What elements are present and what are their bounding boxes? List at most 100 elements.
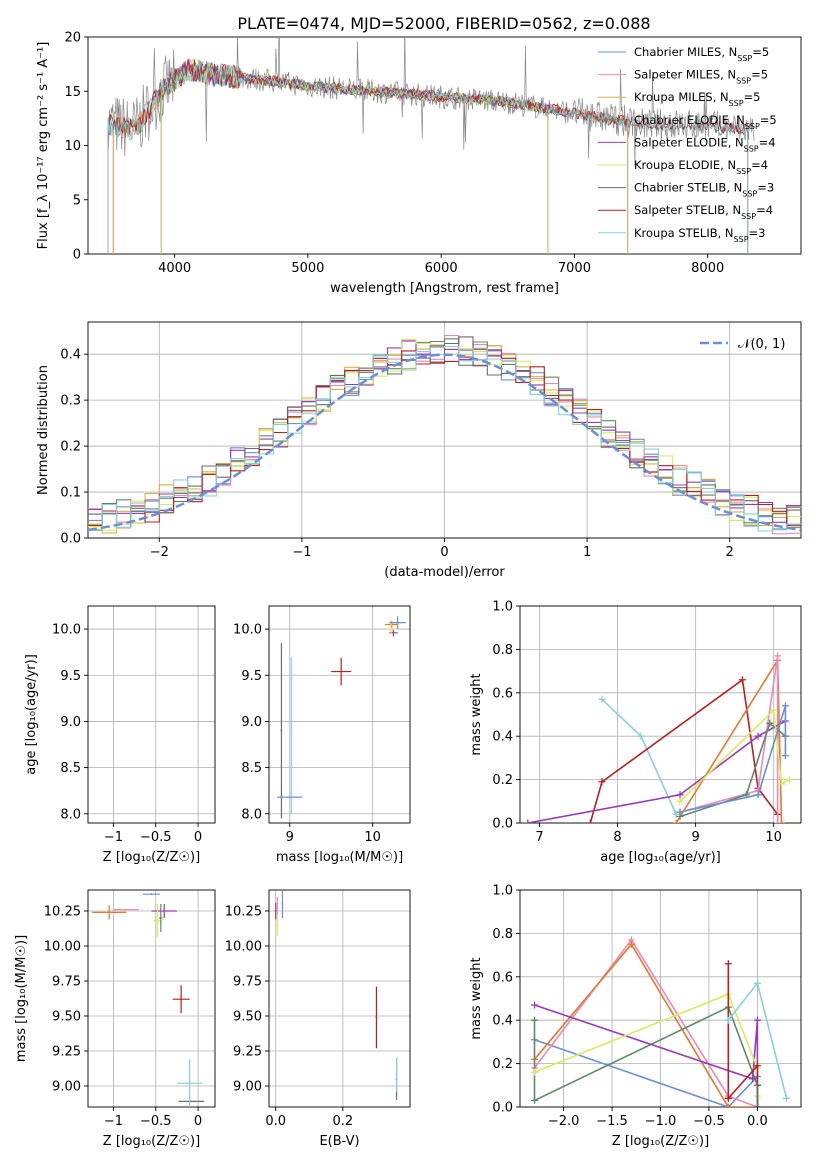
y-tick-label: 10.0 <box>233 623 262 638</box>
weight-line-kroupa-elodie <box>679 708 790 802</box>
y-tick-label: 1.0 <box>492 884 513 899</box>
x-tick-label: 9 <box>286 830 294 845</box>
x-tick-label: 0 <box>194 830 202 845</box>
weight-marker <box>753 1081 761 1089</box>
y-tick-label: 9.0 <box>241 715 262 730</box>
weight-marker <box>676 808 684 816</box>
weight-marker <box>672 810 680 818</box>
x-axis-label: Z [log₁₀(Z/Z☉)] <box>103 850 200 865</box>
y-tick-label: 0.4 <box>492 730 513 745</box>
weight-marker <box>785 776 793 784</box>
data-point <box>396 621 399 624</box>
data-point <box>375 1016 378 1019</box>
data-point <box>180 998 183 1001</box>
weight-marker <box>598 778 606 786</box>
y-tick-label: 10.0 <box>52 623 81 638</box>
data-point <box>395 1073 398 1076</box>
weight-vs-age-series <box>524 652 793 823</box>
weight-line-chabrier-elodie <box>533 1006 759 1102</box>
weight-marker <box>777 780 785 788</box>
weight-marker <box>781 702 789 710</box>
axes-frame <box>87 36 802 255</box>
y-tick-label: 0.3 <box>60 394 81 409</box>
data-point <box>193 796 195 798</box>
x-tick-label: 8 <box>613 830 621 845</box>
weight-marker <box>724 1103 732 1107</box>
weight-line-salpeter-miles <box>533 938 758 1107</box>
y-tick-label: 0.0 <box>492 1101 513 1116</box>
x-tick-label: 10 <box>765 830 782 845</box>
x-tick-label: 6000 <box>425 261 458 276</box>
y-tick-label: 0.1 <box>60 486 81 501</box>
legend-label: Salpeter ELODIE, NSSP=4 <box>634 135 776 153</box>
x-axis-label: Z [log₁₀(Z/Z☉)] <box>103 1134 200 1149</box>
y-tick-label: 9.0 <box>60 715 81 730</box>
data-point <box>276 924 279 926</box>
y-tick-label: 0.4 <box>60 348 81 363</box>
weight-vs-age: 7 8 9 10 0.0 0.2 0.4 0.6 0.8 1.0 age [log₁₀(age/yr… <box>469 600 802 865</box>
weight-line-salpeter-stelib <box>727 963 759 1107</box>
x-tick-label: 1 <box>583 545 591 560</box>
legend-label: Salpeter STELIB, NSSP=4 <box>634 203 773 221</box>
legend-label: Salpeter MILES, NSSP=5 <box>634 68 768 86</box>
y-tick-label: 0.6 <box>492 970 513 985</box>
x-tick-label: 0.0 <box>265 1114 286 1129</box>
axes-frame <box>519 605 802 824</box>
weight-marker <box>531 1016 539 1024</box>
data-point <box>280 729 283 732</box>
data-point <box>151 616 153 618</box>
data-point <box>156 919 159 922</box>
x-axis-label: age [log₁₀(age/yr)] <box>600 850 721 865</box>
axes-frame <box>87 321 802 539</box>
y-tick-label: 0.6 <box>492 686 513 701</box>
age-vs-mass: 9 10 8.0 8.5 9.0 9.5 10.0 mass [log₁₀(M/M☉)] <box>233 605 411 865</box>
x-tick-label: −2.0 <box>548 1114 580 1129</box>
y-tick-label: 10.25 <box>44 905 81 920</box>
weight-marker <box>753 1103 761 1107</box>
y-tick-label: 9.50 <box>233 1010 262 1025</box>
y-tick-label: 20 <box>64 31 81 46</box>
weight-marker <box>724 1016 732 1024</box>
x-axis-label: (data-model)/error <box>384 565 505 580</box>
x-tick-label: −1 <box>292 545 311 560</box>
y-tick-label: 15 <box>64 85 81 100</box>
weight-marker <box>531 1096 539 1104</box>
data-point <box>340 670 343 673</box>
y-axis-label: Flux [f_λ 10⁻¹⁷ erg cm⁻² s⁻¹ A⁻¹] <box>36 42 51 250</box>
y-tick-label: 9.5 <box>241 669 262 684</box>
y-tick-label: 10.00 <box>44 940 81 955</box>
weight-marker <box>777 819 785 823</box>
x-tick-label: −1 <box>104 830 123 845</box>
x-tick-label: −1.5 <box>596 1114 628 1129</box>
weight-vs-metallicity: −2.0 −1.5 −1.0 −0.5 0.0 0.0 0.2 0.4 0.6 0.8 1.0 Z [… <box>469 884 802 1149</box>
data-point <box>125 908 127 911</box>
axes-frame <box>87 605 216 824</box>
age-vs-mass-points <box>277 616 406 819</box>
mass-vs-metallicity-points <box>92 893 204 1107</box>
y-axis-label: mass weight <box>469 957 484 1039</box>
axes-frame <box>87 889 216 1108</box>
x-tick-label: 8000 <box>691 261 724 276</box>
spectrum-axes: 4000 5000 6000 7000 8000 0 5 10 15 20 wavelength [… <box>36 31 802 296</box>
y-tick-label: 9.50 <box>52 1010 81 1025</box>
legend-label: Kroupa STELIB, NSSP=3 <box>634 226 765 244</box>
x-axis-label: E(B-V) <box>319 1134 359 1149</box>
legend-label: Kroupa ELODIE, NSSP=4 <box>634 158 768 176</box>
histogram-kroupa-stelib <box>88 345 801 532</box>
weight-marker <box>586 819 594 823</box>
model-spectrum-salpeter-stelib <box>107 59 749 254</box>
y-axis-label: age [log₁₀(age/yr)] <box>24 654 39 775</box>
data-point <box>180 671 182 673</box>
model-spectrum-kroupa-stelib <box>107 61 749 254</box>
mass-vs-ebv-points <box>274 890 398 1100</box>
data-point <box>288 796 291 799</box>
y-tick-label: 0.4 <box>492 1014 513 1029</box>
legend-label: Chabrier STELIB, NSSP=3 <box>634 181 774 199</box>
y-tick-label: 8.0 <box>60 807 81 822</box>
histogram-chabrier-stelib <box>88 336 801 528</box>
x-tick-label: 2 <box>726 545 734 560</box>
x-tick-label: 0.2 <box>333 1114 354 1129</box>
weight-marker <box>754 791 762 799</box>
axes-frame <box>268 889 411 1108</box>
weight-marker <box>753 1016 761 1024</box>
